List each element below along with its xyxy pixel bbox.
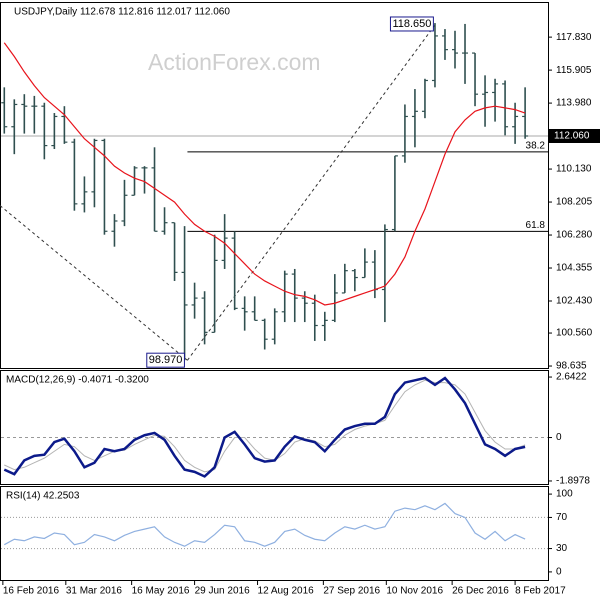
y-tick-label: 104.355 — [556, 263, 593, 274]
low-label: 98.970 — [149, 354, 183, 366]
last-price-box — [549, 128, 600, 143]
y-tick-label: 30 — [556, 543, 568, 554]
x-tick-label: 10 Nov 2016 — [386, 586, 443, 597]
x-tick-label: 16 May 2016 — [132, 586, 190, 597]
y-tick-label: 70 — [556, 512, 568, 523]
y-tick-label: 113.980 — [556, 98, 592, 109]
rsi-line — [4, 502, 526, 547]
y-tick-label: 108.205 — [556, 197, 593, 208]
macd-line — [3, 376, 526, 478]
y-tick-label: 100 — [556, 489, 573, 500]
trendline — [0, 205, 188, 361]
y-tick-label: 102.430 — [556, 296, 593, 307]
y-tick-label: 110.130 — [556, 164, 592, 175]
y-tick-label: 0 — [556, 432, 562, 443]
x-tick-label: 12 Aug 2016 — [258, 586, 315, 597]
x-tick-label: 31 Mar 2016 — [66, 586, 123, 597]
x-tick-label: 8 Feb 2017 — [515, 586, 566, 597]
moving-average — [3, 42, 526, 306]
y-tick-label: -1.8978 — [556, 476, 590, 487]
y-tick-label: 0 — [556, 567, 562, 578]
panel-frame — [0, 486, 549, 581]
y-tick-label: 100.560 — [556, 328, 593, 339]
fib-label: 38.2 — [526, 141, 546, 152]
y-tick-label: 106.280 — [556, 230, 593, 241]
high-label: 118.650 — [392, 18, 431, 30]
last-price-label: 112.060 — [554, 131, 590, 142]
y-tick-label: 115.905 — [556, 65, 592, 76]
fib-label: 61.8 — [526, 220, 546, 231]
y-tick-label: 2.6422 — [556, 372, 587, 383]
trendline — [187, 22, 437, 361]
high-label-box — [389, 16, 434, 32]
panel-title: MACD(12,26,9) -0.4071 -0.3200 — [6, 375, 149, 386]
panel-title: RSI(14) 42.2503 — [6, 491, 80, 502]
x-tick-label: 27 Sep 2016 — [323, 586, 380, 597]
panel-frame — [0, 370, 549, 485]
watermark: ActionForex.com — [148, 49, 321, 75]
low-label-box — [146, 352, 185, 368]
x-tick-label: 29 Jun 2016 — [195, 586, 250, 597]
y-tick-label: 117.830 — [556, 32, 592, 43]
y-tick-label: 98.635 — [556, 361, 587, 372]
x-tick-label: 26 Dec 2016 — [452, 586, 509, 597]
panel-frame — [0, 2, 549, 369]
x-tick-label: 16 Feb 2016 — [3, 586, 60, 597]
panel-title: USDJPY,Daily 112.678 112.816 112.017 112… — [14, 7, 230, 18]
